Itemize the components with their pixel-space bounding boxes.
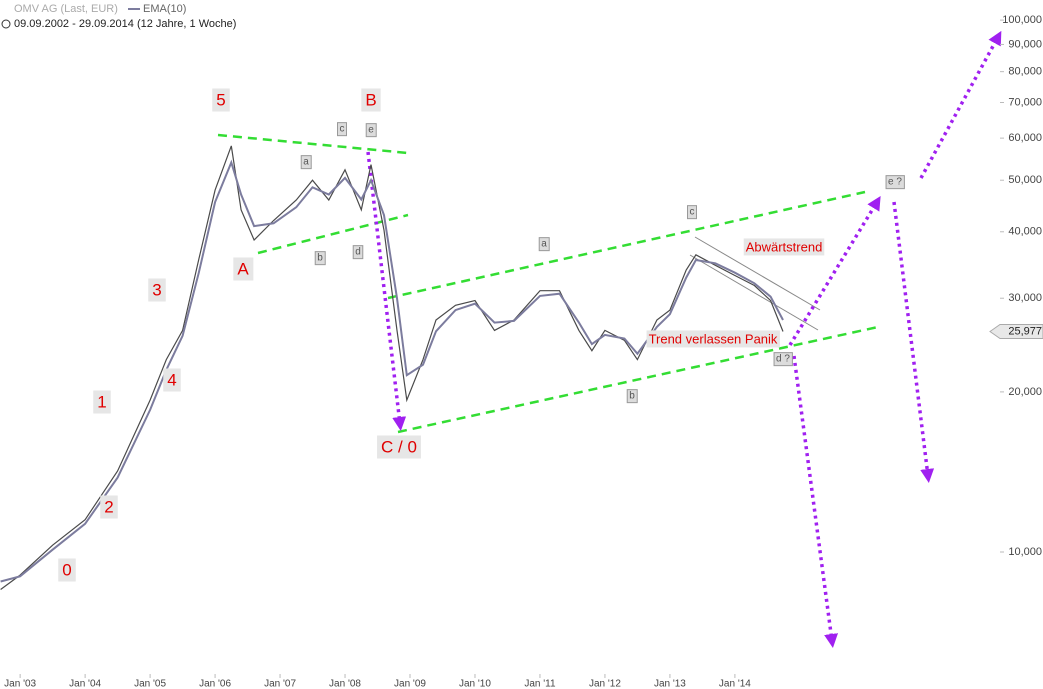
wave-label-box: [58, 558, 76, 582]
sub-label: b: [317, 253, 323, 264]
wave-label-box: [93, 390, 111, 414]
x-tick-label: Jan '14: [719, 679, 751, 689]
y-tick-label: 80,000: [1008, 66, 1042, 78]
sub-label-box: [885, 175, 905, 190]
arrow: [792, 355, 839, 648]
channel-line: [694, 236, 821, 311]
x-tick-label: Jan '10: [459, 679, 491, 689]
x-tick-label: Jan '05: [134, 679, 166, 689]
clock-icon: [1, 19, 11, 29]
wave-label-box: [361, 88, 381, 112]
x-tick-label: Jan '07: [264, 679, 296, 689]
sub-label: d ?: [776, 354, 790, 365]
sub-label: a: [541, 239, 547, 250]
y-tick-label: 100,000: [1002, 14, 1042, 26]
header: OMV AG (Last, EUR) EMA(10) 09.09.2002 - …: [1, 3, 236, 30]
series-line: [0, 159, 784, 583]
last-price-label: 25,977: [1008, 325, 1042, 337]
x-tick-label: Jan '06: [199, 679, 231, 689]
wave-label-box: [233, 257, 254, 281]
y-tick-label: 30,000: [1008, 292, 1042, 304]
note-box: [646, 330, 780, 348]
sub-label: a: [303, 157, 309, 168]
wave-label: 1: [97, 392, 106, 411]
series-line: [0, 145, 784, 590]
wave-label: 3: [152, 280, 161, 299]
wave-label-box: [377, 435, 421, 459]
wave-label-box: [163, 368, 181, 392]
wave-label: C / 0: [381, 437, 417, 456]
sub-label-box: [687, 205, 697, 220]
note: Abwärtstrend: [746, 239, 823, 254]
wave-label: A: [237, 259, 249, 278]
series-legend: EMA(10): [143, 3, 186, 15]
y-tick-label: 60,000: [1008, 132, 1042, 144]
wave-label: 0: [62, 560, 71, 579]
x-tick-label: Jan '09: [394, 679, 426, 689]
sub-label-box: [337, 122, 347, 137]
sub-label: d: [355, 247, 361, 258]
wave-label-box: [212, 88, 230, 112]
wave-label: 4: [167, 370, 176, 389]
x-tick-label: Jan '11: [524, 679, 556, 689]
x-tick-label: Jan '08: [329, 679, 361, 689]
wave-label-box: [148, 278, 166, 302]
note: Trend verlassen Panik: [649, 331, 778, 346]
x-tick-label: Jan '04: [69, 679, 101, 689]
sub-label-box: [314, 251, 326, 266]
trendline: [257, 213, 409, 255]
channel: [689, 236, 821, 331]
x-tick-label: Jan '12: [589, 679, 621, 689]
arrows: [366, 30, 1002, 648]
x-tick-label: Jan '03: [4, 679, 36, 689]
wave-label-box: [100, 495, 118, 519]
channel-line: [689, 254, 819, 331]
y-tick-label: 40,000: [1008, 226, 1042, 238]
y-tick-label: 70,000: [1008, 96, 1042, 108]
wave-label: 2: [104, 497, 113, 516]
sub-label: c: [340, 124, 345, 135]
arrow: [788, 196, 881, 346]
trendline: [387, 190, 866, 300]
sub-label-box: [352, 245, 364, 260]
trendline: [217, 133, 409, 155]
y-tick-label: 50,000: [1008, 174, 1042, 186]
plot: 10,000 20,000 30,000 40,000 50,000 60,000 70,0…: [0, 14, 1043, 689]
trendline: [397, 325, 879, 434]
subtitle: 09.09.2002 - 29.09.2014 (12 Jahre, 1 Woc…: [14, 18, 236, 30]
sub-label-box: [626, 389, 638, 404]
y-tick-label: 90,000: [1008, 38, 1042, 50]
sub-label: b: [629, 391, 635, 402]
series-legend: OMV AG (Last, EUR): [14, 3, 118, 15]
wave-label: B: [365, 90, 376, 109]
sub-label: e ?: [888, 177, 902, 188]
arrow: [892, 201, 935, 483]
note-box: [743, 238, 825, 256]
sub-label-box: [538, 237, 550, 252]
sub-label-box: [365, 123, 377, 138]
sub-label: c: [690, 207, 695, 218]
wave-label: 5: [216, 90, 225, 109]
arrow: [919, 30, 1002, 179]
y-tick-label: 10,000: [1008, 546, 1042, 558]
trendlines: [217, 133, 879, 434]
sub-label-box: [300, 155, 312, 170]
y-tick-label: 20,000: [1008, 386, 1042, 398]
sub-label-box: [773, 352, 793, 367]
x-tick-label: Jan '13: [654, 679, 686, 689]
last-price-tag: [989, 323, 1043, 339]
sub-label: e: [368, 125, 374, 136]
